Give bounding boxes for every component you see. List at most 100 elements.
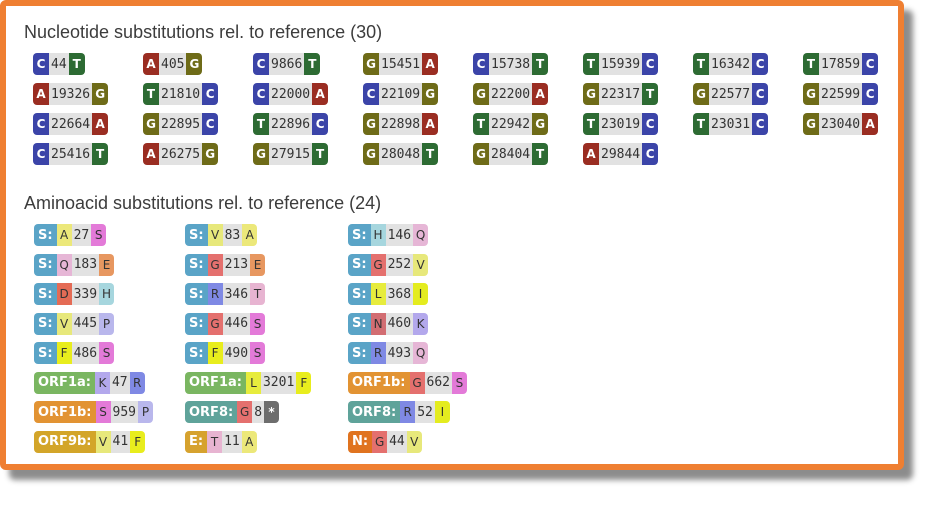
aminoacid-substitution-chip[interactable]: S: G 446 S — [185, 312, 266, 335]
aminoacid-substitution-chip[interactable]: S: V 445 P — [34, 312, 115, 335]
nucleotide-substitution-chip[interactable]: A 405 G — [143, 53, 203, 75]
nucleotide-substitution-chip[interactable]: T 23031 C — [693, 113, 769, 135]
nucleotide-substitution-chip[interactable]: G 22898 A — [363, 113, 439, 135]
nucleotide-substitution-chip[interactable]: T 15939 C — [583, 53, 659, 75]
nucleotide-substitution-chip[interactable]: T 22896 C — [253, 113, 329, 135]
nucleotide-substitution-chip[interactable]: A 19326 G — [33, 83, 109, 105]
aminoacid-substitution-chip[interactable]: ORF9b: V 41 F — [34, 430, 146, 453]
nucleotide-substitution-chip[interactable]: T 22942 G — [473, 113, 549, 135]
aminoacid-substitution-chip[interactable]: ORF1a: K 47 R — [34, 371, 145, 394]
alt-aminoacid: E — [250, 253, 266, 276]
nucleotide-substitution-chip[interactable]: C 22000 A — [253, 83, 329, 105]
position: 19326 — [49, 83, 93, 105]
aminoacid-substitution-chip[interactable]: S: N 460 K — [348, 312, 429, 335]
alt-base: T — [304, 53, 321, 75]
gene-label: S: — [185, 283, 208, 305]
position: 23040 — [819, 113, 863, 135]
position: 83 — [222, 224, 243, 246]
aminoacid-substitution-chip[interactable]: S: F 486 S — [34, 342, 115, 364]
position: 27 — [71, 224, 92, 246]
aminoacid-substitution-chip[interactable]: S: R 493 Q — [348, 342, 429, 364]
position: 445 — [71, 312, 100, 335]
aminoacid-substitution-chip[interactable]: ORF1b: G 662 S — [348, 371, 467, 394]
position: 27915 — [269, 143, 313, 165]
nucleotide-substitution-chip[interactable]: T 16342 C — [693, 53, 769, 75]
nucleotide-substitution-chip[interactable]: C 22664 A — [33, 113, 109, 135]
ref-base: C — [473, 53, 489, 75]
aminoacid-substitution-chip[interactable]: S: Q 183 E — [34, 253, 115, 276]
position: 22664 — [49, 113, 93, 135]
aminoacid-substitution-chip[interactable]: ORF8: R 52 I — [348, 401, 450, 423]
nucleotide-substitution-chip[interactable]: C 9866 T — [253, 53, 321, 75]
position: 8 — [252, 401, 265, 423]
nucleotide-substitution-chip[interactable]: G 27915 T — [253, 143, 329, 165]
aminoacid-substitution-chip[interactable]: S: D 339 H — [34, 283, 115, 305]
nucleotide-substitution-chip[interactable]: C 25416 T — [33, 143, 109, 165]
nucleotide-substitution-chip[interactable]: G 22577 C — [693, 83, 769, 105]
nucleotide-substitution-chip[interactable]: G 28404 T — [473, 143, 549, 165]
nucleotide-substitution-chip[interactable]: G 15451 A — [363, 53, 439, 75]
ref-base: C — [253, 83, 269, 105]
nucleotide-substitution-chip[interactable]: C 22109 G — [363, 83, 439, 105]
position: 405 — [159, 53, 187, 75]
ref-base: C — [253, 53, 269, 75]
position: 22895 — [159, 113, 203, 135]
position: 22109 — [379, 83, 423, 105]
position: 52 — [415, 401, 435, 423]
nucleotide-substitution-chip[interactable]: A 29844 C — [583, 143, 659, 165]
alt-base: G — [186, 53, 203, 75]
nucleotide-substitution-chip[interactable]: G 28048 T — [363, 143, 439, 165]
position: 22200 — [489, 83, 533, 105]
nucleotide-substitution-chip[interactable]: G 22317 T — [583, 83, 659, 105]
ref-base: T — [583, 53, 599, 75]
alt-aminoacid: A — [242, 224, 258, 246]
aminoacid-substitution-chip[interactable]: E: T 11 A — [185, 430, 257, 453]
alt-base: A — [532, 83, 549, 105]
gene-label: S: — [348, 253, 371, 276]
aminoacid-substitution-chip[interactable]: S: R 346 T — [185, 283, 266, 305]
aminoacid-substitution-chip[interactable]: S: H 146 Q — [348, 224, 429, 246]
aminoacid-substitution-list: S: A 27 S S: V 83 A S: H 146 Q S: Q 183 E S: G 213 E S: G 252 V… — [34, 224, 508, 460]
ref-aminoacid: G — [370, 253, 386, 276]
nucleotide-substitution-chip[interactable]: T 23019 C — [583, 113, 659, 135]
aminoacid-substitution-chip[interactable]: ORF1b: S 959 P — [34, 401, 153, 423]
gene-label: S: — [34, 312, 57, 335]
position: 23031 — [709, 113, 753, 135]
gene-label: S: — [34, 253, 57, 276]
alt-base: C — [752, 53, 769, 75]
alt-aminoacid: S — [99, 342, 115, 364]
nucleotide-substitution-chip[interactable]: A 26275 G — [143, 143, 219, 165]
nucleotide-substitution-chip[interactable]: C 44 T — [33, 53, 85, 75]
alt-aminoacid: E — [99, 253, 115, 276]
nucleotide-substitution-chip[interactable]: G 22599 C — [803, 83, 879, 105]
aminoacid-substitution-chip[interactable]: ORF8: G 8 * — [185, 401, 280, 423]
gene-label: S: — [185, 342, 208, 364]
aminoacid-substitution-chip[interactable]: N: G 44 V — [348, 430, 422, 453]
nucleotide-substitution-chip[interactable]: G 22895 C — [143, 113, 219, 135]
aminoacid-substitution-chip[interactable]: S: L 368 I — [348, 283, 429, 305]
nucleotide-substitution-chip[interactable]: G 22200 A — [473, 83, 549, 105]
nucleotide-substitution-chip[interactable]: G 23040 A — [803, 113, 879, 135]
aminoacid-substitution-chip[interactable]: S: G 252 V — [348, 253, 429, 276]
position: 11 — [222, 430, 242, 453]
ref-aminoacid: V — [207, 224, 223, 246]
aminoacid-substitution-chip[interactable]: ORF1a: L 3201 F — [185, 371, 312, 394]
aminoacid-substitution-chip[interactable]: S: V 83 A — [185, 224, 258, 246]
alt-aminoacid: S — [250, 342, 266, 364]
alt-aminoacid: * — [264, 401, 280, 423]
gene-label: ORF8: — [348, 401, 401, 423]
nucleotide-substitution-chip[interactable]: C 15738 T — [473, 53, 549, 75]
ref-aminoacid: N — [370, 312, 386, 335]
alt-aminoacid: I — [434, 401, 450, 423]
nucleotide-substitution-chip[interactable]: T 21810 C — [143, 83, 219, 105]
position: 183 — [71, 253, 100, 276]
aminoacid-substitution-chip[interactable]: S: A 27 S — [34, 224, 107, 246]
alt-base: T — [312, 143, 329, 165]
alt-aminoacid: T — [250, 283, 266, 305]
aminoacid-substitution-chip[interactable]: S: F 490 S — [185, 342, 266, 364]
position: 44 — [387, 430, 407, 453]
nucleotide-substitution-chip[interactable]: T 17859 C — [803, 53, 879, 75]
aminoacid-substitution-chip[interactable]: S: G 213 E — [185, 253, 266, 276]
aminoacid-section-title: Aminoacid substitutions rel. to referenc… — [24, 193, 382, 213]
ref-aminoacid: A — [56, 224, 72, 246]
